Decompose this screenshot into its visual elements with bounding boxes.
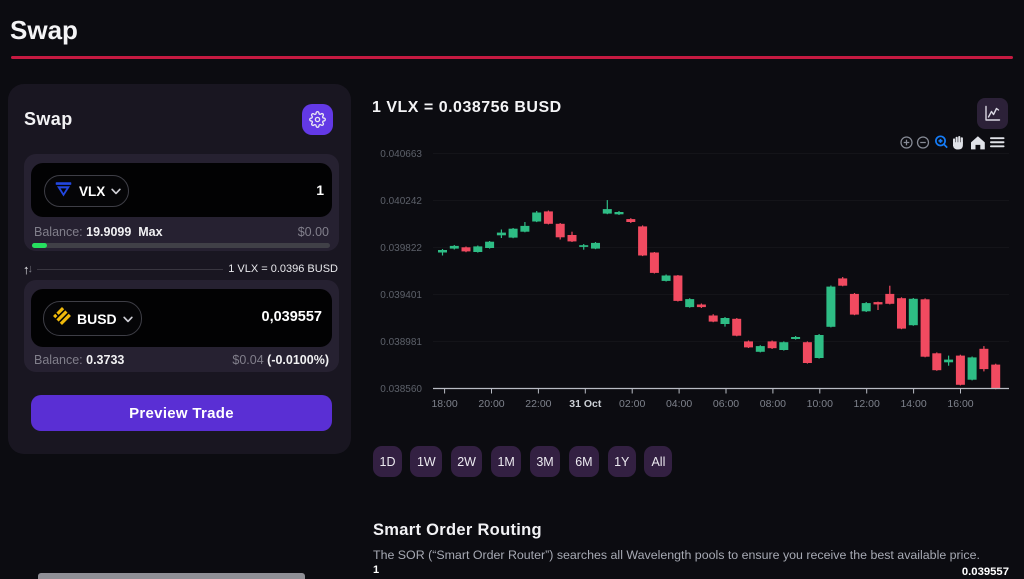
svg-text:0.040242: 0.040242 [380,196,422,207]
svg-text:22:00: 22:00 [525,398,551,410]
svg-text:31 Oct: 31 Oct [569,398,602,410]
svg-text:0.038560: 0.038560 [380,384,422,395]
svg-text:14:00: 14:00 [900,398,926,410]
svg-text:0.039822: 0.039822 [380,243,422,254]
svg-text:08:00: 08:00 [760,398,786,410]
svg-text:20:00: 20:00 [478,398,504,410]
svg-text:02:00: 02:00 [619,398,645,410]
svg-text:0.039401: 0.039401 [380,290,422,301]
svg-text:10:00: 10:00 [807,398,833,410]
svg-text:18:00: 18:00 [431,398,457,410]
svg-text:0.040663: 0.040663 [380,149,422,160]
svg-text:12:00: 12:00 [854,398,880,410]
svg-text:06:00: 06:00 [713,398,739,410]
svg-text:16:00: 16:00 [947,398,973,410]
svg-text:04:00: 04:00 [666,398,692,410]
svg-text:0.038981: 0.038981 [380,337,422,348]
